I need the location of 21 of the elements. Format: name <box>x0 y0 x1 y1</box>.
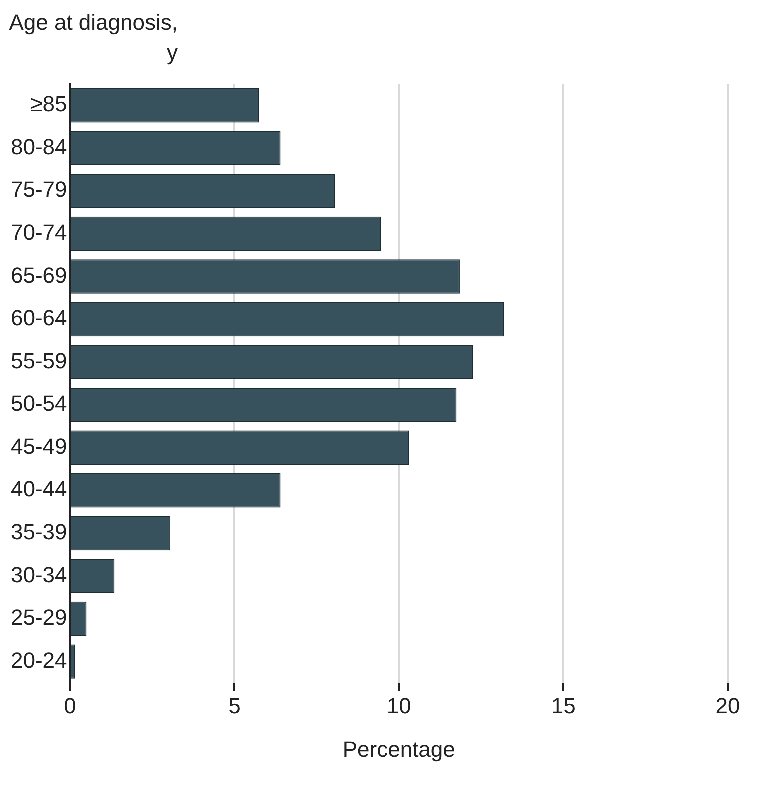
y-tick-label: 35-39 <box>10 520 68 545</box>
y-tick-label: 75-79 <box>10 177 68 202</box>
y-tick-label: 30-34 <box>10 562 68 588</box>
y-tick-label: 40-44 <box>10 476 68 502</box>
y-tick-label: 70-74 <box>10 220 68 246</box>
y-tick-label: 80-84 <box>10 134 68 160</box>
y-tick-label: 45-49 <box>10 434 68 459</box>
y-tick-label: ≥85 <box>30 92 68 117</box>
y-tick-label: 55-59 <box>10 348 68 374</box>
x-tick-label: 20 <box>716 693 740 718</box>
x-axis-title: Percentage <box>342 736 456 762</box>
y-tick-label: 60-64 <box>10 306 68 331</box>
y-tick-label: 20-24 <box>10 648 68 673</box>
x-tick-label: 10 <box>386 693 412 718</box>
x-tick-label: 0 <box>64 693 76 718</box>
x-tick-label: 15 <box>551 693 576 718</box>
y-tick-label: 25-29 <box>10 605 68 630</box>
y-axis-title: Age at diagnosis, y <box>8 9 178 67</box>
x-tick-label: 5 <box>228 693 241 718</box>
y-tick-label: 65-69 <box>10 262 68 288</box>
y-tick-label: 50-54 <box>10 391 68 416</box>
